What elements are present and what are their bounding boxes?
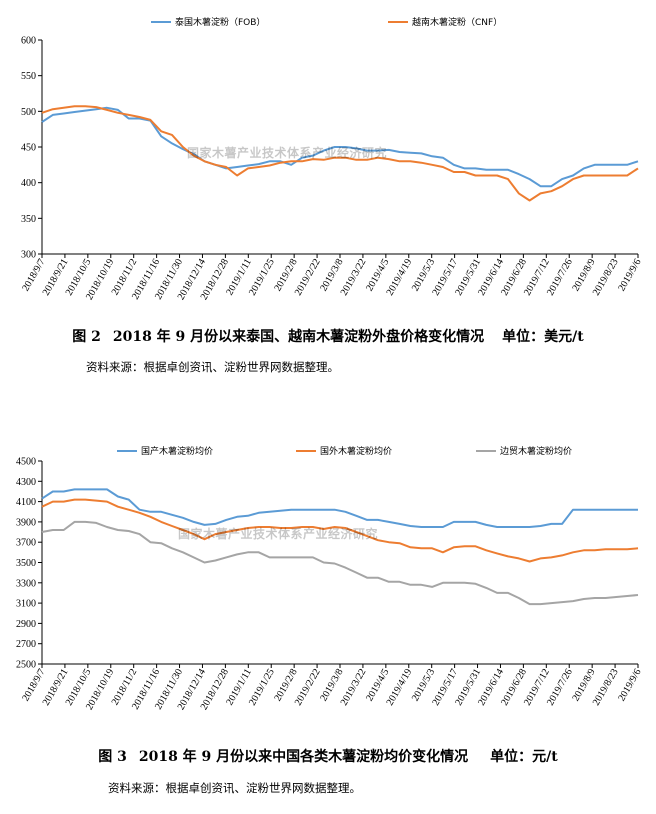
data-source-note: 资料来源：根据卓创资讯、淀粉世界网数据整理。 xyxy=(108,781,361,795)
price-chart-china-average: 2500 2700 2900 3100 3300 3500 3700 3900 4100 4300… xyxy=(16,445,644,712)
caption-figure-3: 图 3 2018 年 9 月份以来中国各类木薯淀粉均价变化情况 单位：元/t xyxy=(0,746,656,766)
y-tick-label: 3100 xyxy=(16,599,36,610)
y-tick-label: 500 xyxy=(21,107,36,118)
y-tick-label: 600 xyxy=(21,36,36,47)
y-tick-label: 350 xyxy=(21,214,36,225)
y-tick-label: 2900 xyxy=(16,619,36,630)
legend-label: 泰国木薯淀粉（FOB） xyxy=(175,16,265,28)
y-tick-label: 2500 xyxy=(16,660,36,671)
legend-entry: 国外木薯淀粉均价 xyxy=(296,445,392,457)
y-tick-label: 4500 xyxy=(16,457,36,468)
y-tick-label: 2700 xyxy=(16,639,36,650)
watermark-text: 国家木薯产业技术体系产业经济研究 xyxy=(178,526,378,541)
y-tick-label: 4100 xyxy=(16,497,36,508)
caption-title: 2018 年 9 月份以来中国各类木薯淀粉均价变化情况 xyxy=(138,749,469,765)
series-line-3 xyxy=(41,520,639,606)
legend-label: 国产木薯淀粉均价 xyxy=(141,445,213,457)
caption-figure-2: 图 2 2018 年 9 月份以来泰国、越南木薯淀粉外盘价格变化情况 单位：美元/t xyxy=(0,326,656,346)
caption-unit: 单位：元/t xyxy=(490,749,558,765)
y-tick-label: 4300 xyxy=(16,477,36,488)
caption-unit: 单位：美元/t xyxy=(502,329,584,345)
y-tick-label: 450 xyxy=(21,143,36,154)
y-tick-label: 400 xyxy=(21,178,36,189)
legend-entry: 越南木薯淀粉（CNF） xyxy=(388,16,502,28)
legend-label: 国外木薯淀粉均价 xyxy=(320,445,392,457)
legend-entry: 国产木薯淀粉均价 xyxy=(117,445,213,457)
y-tick-label: 3500 xyxy=(16,558,36,569)
legend-entry: 泰国木薯淀粉（FOB） xyxy=(151,16,265,28)
y-tick-label: 3700 xyxy=(16,538,36,549)
caption-prefix: 图 2 xyxy=(72,329,101,345)
data-source-note: 资料来源：根据卓创资讯、淀粉世界网数据整理。 xyxy=(86,360,339,374)
price-chart-thailand-vietnam: 3003504004505005506002018/9/72018/9/2120… xyxy=(20,16,643,302)
series-line-2 xyxy=(41,105,639,202)
watermark-text: 国家木薯产业技术体系产业经济研究 xyxy=(187,145,387,160)
y-tick-label: 550 xyxy=(21,71,36,82)
y-tick-label: 3300 xyxy=(16,578,36,589)
series-line-1 xyxy=(41,106,639,188)
legend-label: 边贸木薯淀粉均价 xyxy=(500,445,572,457)
caption-title: 2018 年 9 月份以来泰国、越南木薯淀粉外盘价格变化情况 xyxy=(112,329,485,345)
legend-entry: 边贸木薯淀粉均价 xyxy=(476,445,572,457)
series-line-2 xyxy=(41,498,639,563)
y-tick-label: 3900 xyxy=(16,517,36,528)
legend-label: 越南木薯淀粉（CNF） xyxy=(412,16,502,28)
caption-prefix: 图 3 xyxy=(98,749,127,765)
y-tick-label: 300 xyxy=(21,250,36,261)
series-line-1 xyxy=(41,488,638,528)
